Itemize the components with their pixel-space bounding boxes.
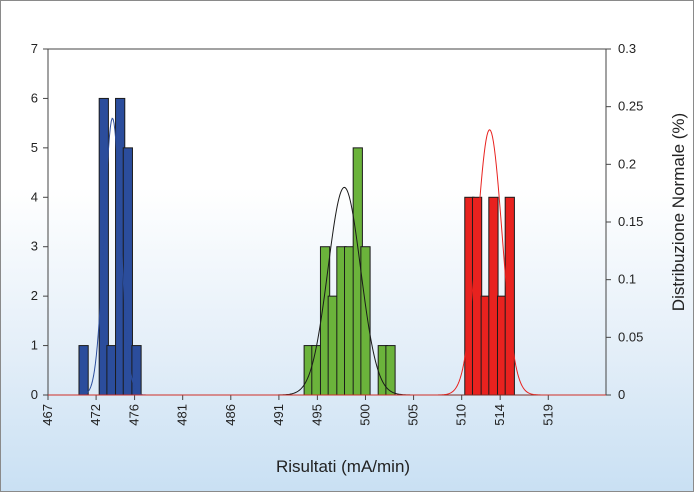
left-y-tick-label: 3 [31,239,38,254]
histogram-bar [131,345,142,396]
left-y-tick-label: 5 [31,140,38,155]
x-tick-label: 481 [175,404,190,426]
x-tick-label: 476 [127,404,142,426]
right-y-tick-label: 0 [618,387,625,402]
right-y-axis-title: Distribuzione Normale (%) [669,113,688,311]
plot-area: 0 1 2 3 4 5 6 7 0 0.05 0.1 0.15 0.2 0.25 0.3 467 472 476 4… [31,41,644,426]
right-y-tick-label: 0.05 [618,329,643,344]
histogram-bar [327,295,338,396]
left-y-tick-label: 7 [31,41,38,56]
left-y-tick-label: 2 [31,288,38,303]
histogram-bar [385,345,396,396]
x-tick-label: 500 [357,404,372,426]
x-tick-label: 514 [492,404,507,426]
histogram-bar [78,345,89,396]
left-y-tick-label: 4 [31,189,38,204]
x-tick-label: 495 [309,404,324,426]
left-y-tick-label: 6 [31,90,38,105]
histogram-bar [504,196,515,396]
x-tick-label: 486 [223,404,238,426]
histogram-bar [344,246,355,396]
right-y-tick-label: 0.15 [618,214,643,229]
right-y-tick-label: 0.25 [618,99,643,114]
histogram-bar [471,196,483,396]
histogram-bar [122,147,133,396]
right-y-tick-label: 0.2 [618,156,636,171]
histogram-bar [360,246,371,396]
x-tick-label: 519 [540,404,555,426]
x-tick-label: 505 [406,404,421,426]
x-tick-label: 510 [454,404,469,426]
x-tick-label: 491 [271,404,286,426]
x-tick-label: 467 [40,404,55,426]
left-y-tick-label: 0 [31,387,38,402]
right-y-tick-label: 0.1 [618,272,636,287]
x-tick-label: 472 [88,404,103,426]
left-y-tick-label: 1 [31,338,38,353]
histogram-bar [106,345,117,396]
histogram-bar [311,345,322,396]
histogram-bar [488,196,499,396]
x-axis-title: Risultati (mA/min) [276,457,410,476]
right-y-tick-label: 0.3 [618,41,636,56]
